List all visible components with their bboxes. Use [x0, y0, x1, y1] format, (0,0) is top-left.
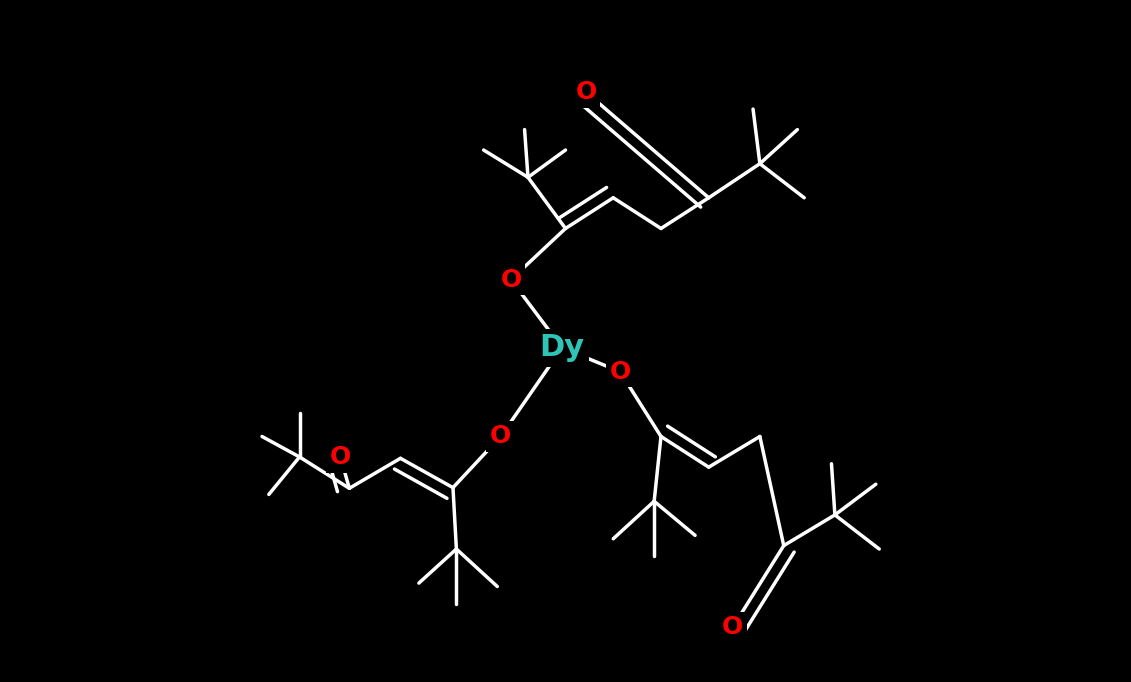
Text: Dy: Dy — [539, 333, 585, 362]
Text: O: O — [490, 424, 511, 449]
Text: O: O — [722, 615, 743, 640]
Text: O: O — [576, 80, 596, 104]
Text: O: O — [500, 267, 521, 292]
Text: O: O — [610, 359, 631, 384]
Text: O: O — [330, 445, 351, 469]
